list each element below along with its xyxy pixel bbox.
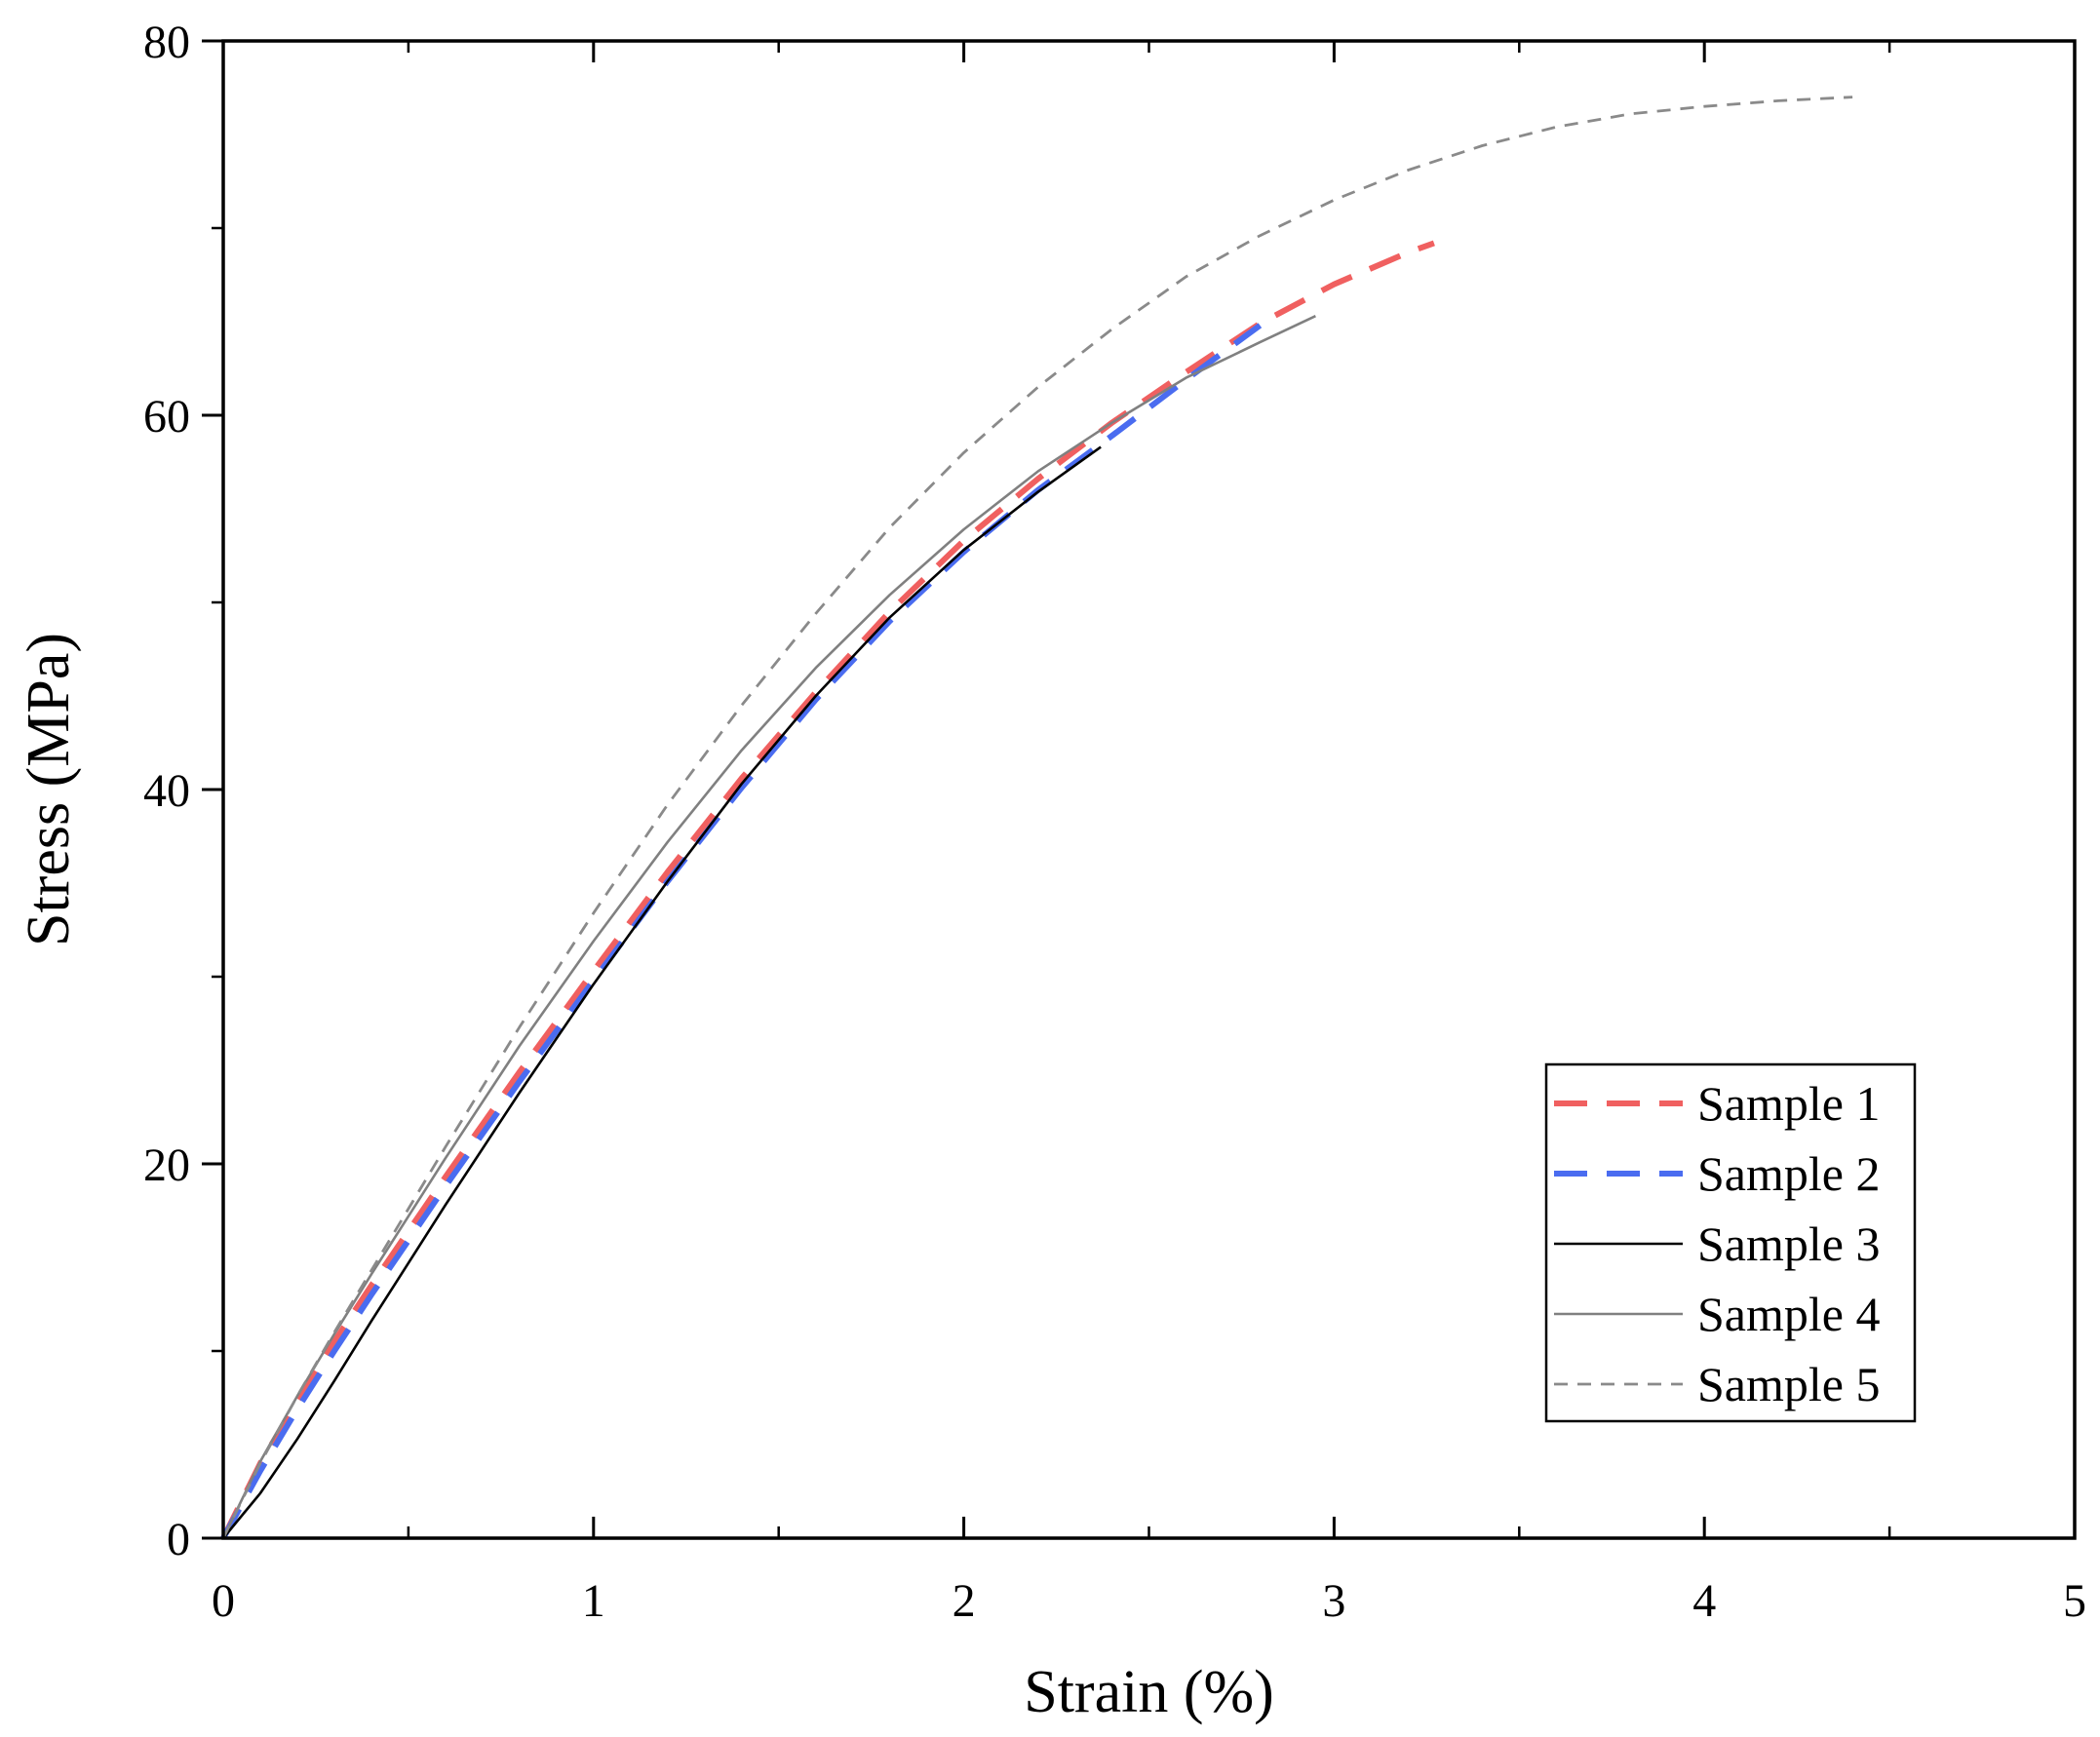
- legend-label-sample-3: Sample 3: [1697, 1216, 1880, 1271]
- x-tick-label: 2: [953, 1575, 976, 1627]
- legend-label-sample-5: Sample 5: [1697, 1357, 1880, 1411]
- y-tick-label: 60: [143, 391, 190, 443]
- axis-ticks: 0 1 2 3 4 5 0 20 40 60 80: [143, 17, 2086, 1627]
- x-tick-label: 5: [2063, 1575, 2086, 1627]
- y-tick-label: 80: [143, 17, 190, 68]
- x-tick-label: 1: [582, 1575, 605, 1627]
- y-tick-label: 0: [167, 1514, 190, 1565]
- x-tick-label: 0: [212, 1575, 235, 1627]
- y-tick-label: 20: [143, 1139, 190, 1191]
- legend-label-sample-2: Sample 2: [1697, 1146, 1880, 1201]
- series-line-sample-5: [221, 96, 1853, 1539]
- y-tick-label: 40: [143, 765, 190, 817]
- series-line-sample-1: [220, 240, 1435, 1540]
- legend-label-sample-1: Sample 1: [1697, 1076, 1880, 1131]
- legend: Sample 1 Sample 2 Sample 3 Sample 4 Sample 5: [1544, 1062, 1917, 1423]
- x-tick-label: 4: [1692, 1575, 1716, 1627]
- y-axis-title: Stress (MPa): [16, 633, 82, 946]
- x-tick-label: 3: [1322, 1575, 1345, 1627]
- x-axis-title: Strain (%): [1024, 1659, 1274, 1725]
- series-line-sample-4: [221, 315, 1316, 1539]
- series-line-sample-3: [221, 445, 1102, 1539]
- legend-label-sample-4: Sample 4: [1697, 1287, 1880, 1341]
- series-layer: [220, 96, 1853, 1540]
